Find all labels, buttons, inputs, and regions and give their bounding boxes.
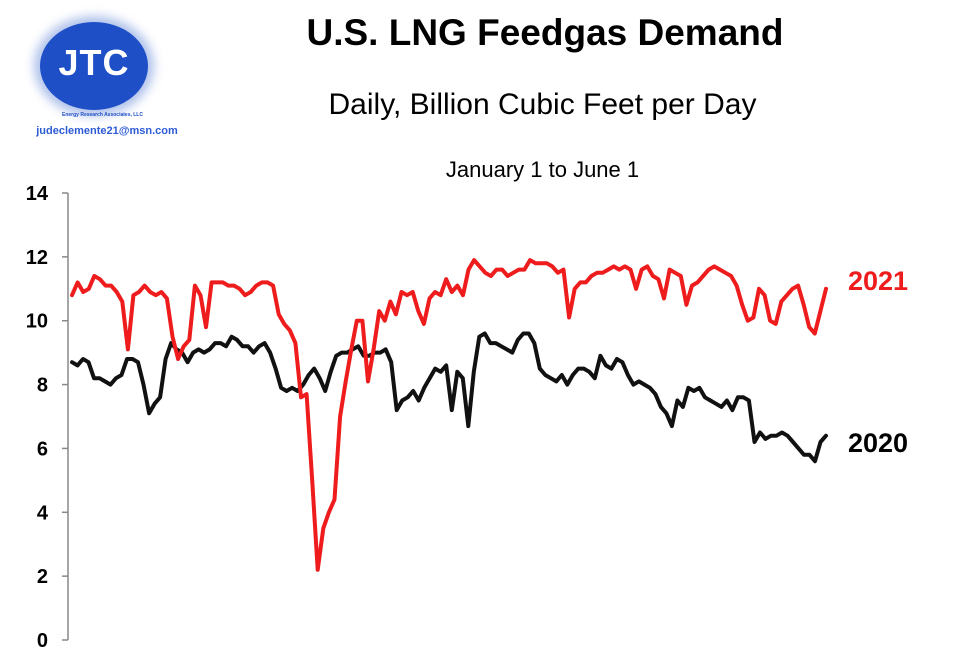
y-tick-label: 12 — [26, 247, 48, 269]
date-range-label: January 1 to June 1 — [445, 157, 640, 182]
y-tick-label: 6 — [37, 438, 48, 460]
jtc-logo: JTC Energy Research Associates, LLC jude… — [30, 22, 190, 147]
series-line-2021 — [70, 258, 828, 572]
series-labels: 2021 2020 — [848, 266, 908, 458]
logo-company-name: Energy Research Associates, LLC — [62, 112, 143, 118]
series-line-2020 — [70, 331, 828, 464]
chart-subtitle: Daily, Billion Cubic Feet per Day — [328, 88, 757, 121]
logo-letters: JTC — [58, 42, 130, 83]
y-tick-label: 2 — [37, 566, 48, 588]
y-tick-label: 14 — [26, 183, 49, 205]
series-label-2020: 2020 — [848, 428, 908, 458]
y-tick-label: 10 — [26, 311, 48, 333]
y-axis: 0 2 4 6 8 10 12 14 — [26, 183, 69, 652]
series-label-2021: 2021 — [848, 266, 908, 296]
logo-email: judeclemente21@msn.com — [36, 125, 178, 137]
logo-circle — [40, 22, 148, 110]
y-tick-label: 8 — [37, 375, 48, 397]
y-tick-label: 4 — [37, 502, 49, 524]
y-tick-label: 0 — [37, 630, 48, 652]
chart-title: U.S. LNG Feedgas Demand — [306, 12, 784, 53]
series-lines — [70, 258, 828, 572]
